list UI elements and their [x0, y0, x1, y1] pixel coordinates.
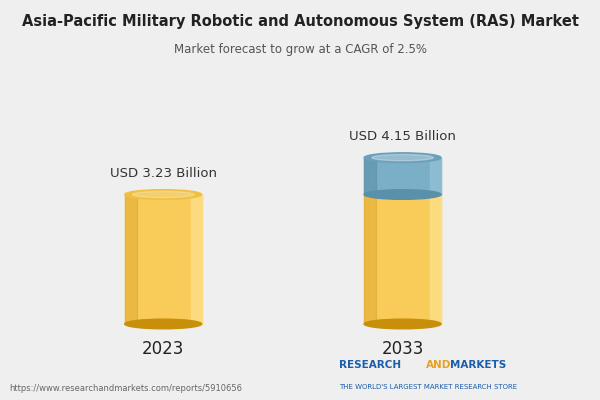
- Text: AND: AND: [426, 360, 451, 370]
- Text: RESEARCH: RESEARCH: [339, 360, 401, 370]
- Text: USD 4.15 Billion: USD 4.15 Billion: [349, 130, 456, 143]
- Text: THE WORLD'S LARGEST MARKET RESEARCH STORE: THE WORLD'S LARGEST MARKET RESEARCH STOR…: [339, 384, 517, 390]
- Bar: [364, 158, 441, 194]
- Text: 2033: 2033: [382, 340, 424, 358]
- Ellipse shape: [133, 191, 194, 198]
- Ellipse shape: [125, 319, 202, 329]
- Bar: [430, 158, 441, 194]
- Bar: [191, 194, 202, 324]
- Ellipse shape: [364, 153, 441, 162]
- Text: USD 3.23 Billion: USD 3.23 Billion: [110, 167, 217, 180]
- Bar: [364, 194, 441, 324]
- Bar: [125, 194, 202, 324]
- Text: 2023: 2023: [142, 340, 184, 358]
- Text: https://www.researchandmarkets.com/reports/5910656: https://www.researchandmarkets.com/repor…: [9, 384, 242, 393]
- Bar: [430, 194, 441, 324]
- Bar: [364, 194, 376, 324]
- Text: Asia-Pacific Military Robotic and Autonomous System (RAS) Market: Asia-Pacific Military Robotic and Autono…: [22, 14, 578, 29]
- Text: MARKETS: MARKETS: [450, 360, 506, 370]
- Text: Market forecast to grow at a CAGR of 2.5%: Market forecast to grow at a CAGR of 2.5…: [173, 43, 427, 56]
- Ellipse shape: [364, 319, 441, 329]
- Ellipse shape: [125, 190, 202, 199]
- Bar: [364, 158, 376, 194]
- Ellipse shape: [364, 190, 441, 199]
- Ellipse shape: [372, 154, 433, 161]
- Bar: [125, 194, 137, 324]
